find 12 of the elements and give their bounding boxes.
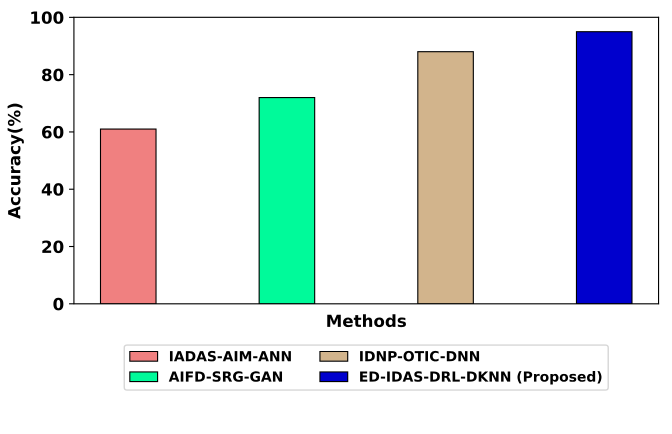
y-tick-label: 40 xyxy=(42,183,64,196)
y-tick-label: 80 xyxy=(42,68,64,82)
y-tick-label: 0 xyxy=(53,298,64,310)
y-tick-label: 100 xyxy=(31,11,64,24)
legend-label: ED-IDAS-DRL-DKNN (Proposed) xyxy=(360,371,602,384)
legend-label: IADAS-AIM-ANN xyxy=(170,350,291,362)
y-tick-label: 20 xyxy=(42,240,64,254)
legend-label: AIFD-SRG-GAN xyxy=(168,371,282,382)
legend-label: IDNP-OTIC-DNN xyxy=(360,350,480,362)
y-axis-title: Accuracy(%) xyxy=(8,104,24,219)
x-axis-title: Methods xyxy=(327,314,406,328)
y-tick-label: 60 xyxy=(42,126,64,139)
